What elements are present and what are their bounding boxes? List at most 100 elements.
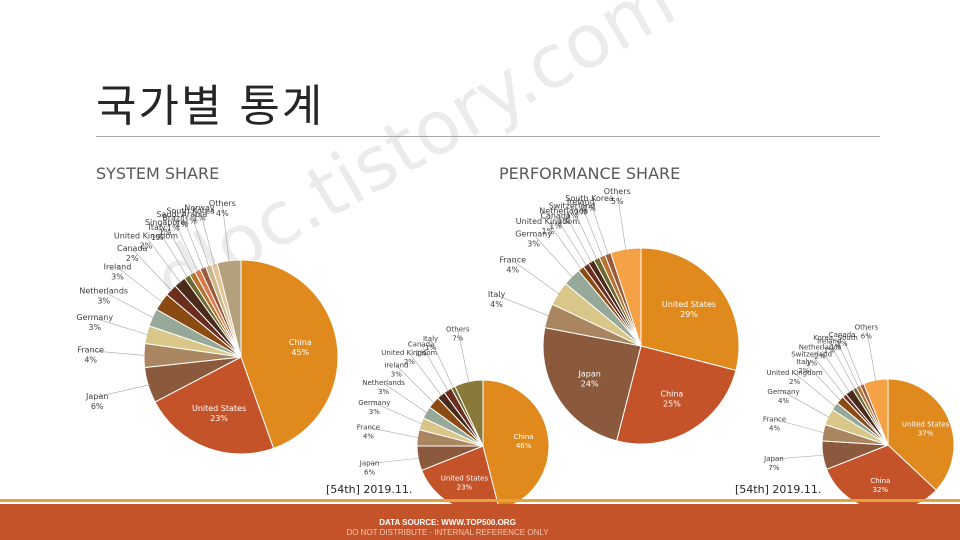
leader-line <box>94 317 149 336</box>
footer-source: DATA SOURCE: WWW.TOP500.ORG <box>379 518 516 527</box>
slice-label: Netherlands 3% <box>79 287 128 306</box>
slice-label: Germany 3% <box>76 313 113 332</box>
slice-label: United Kingdom 2% <box>766 369 822 386</box>
slice-label: China 46% <box>514 433 534 450</box>
pie-slice-united-states <box>154 356 275 455</box>
leader-line <box>132 248 173 292</box>
leader-line <box>430 338 454 389</box>
slice-label: France 4% <box>499 256 526 275</box>
leader-line <box>835 337 859 388</box>
slice-label: China 45% <box>289 338 312 357</box>
slice-label: Others 6% <box>855 324 879 341</box>
slice-label: China 32% <box>870 477 890 494</box>
leader-line <box>117 267 164 304</box>
footer-bar <box>0 504 960 540</box>
leader-line <box>420 344 449 392</box>
slice-label: Korea, South 1% <box>813 334 858 351</box>
leader-line <box>368 427 419 439</box>
slice-label: Japan 6% <box>85 392 108 411</box>
slice-label: Canada 1% <box>829 331 856 348</box>
leader-line <box>181 214 204 270</box>
leader-line <box>156 227 189 279</box>
leader-line <box>145 236 182 284</box>
performance-share-small-pie: United States 37% China 32% Japan 7% France 4% G… <box>763 324 955 512</box>
slice-label: Canada 1% <box>540 211 571 230</box>
slice-label: Canada 2% <box>117 244 148 263</box>
slice-label: Netherlands 2% <box>799 344 842 361</box>
slice-label: France 4% <box>77 346 104 365</box>
footer-note: DO NOT DISTRIBUTE - INTERNAL REFERENCE O… <box>346 528 549 537</box>
performance-share-large-pie: United States 29% China 25% Japan 24% Italy 4% F… <box>488 187 740 445</box>
slice-label: Others 4% <box>209 199 236 218</box>
leader-line <box>794 372 836 408</box>
slide-title: 국가별 통계 <box>96 81 325 132</box>
leader-line <box>841 334 863 386</box>
slice-label: Ireland 3% <box>104 262 132 281</box>
slice-label: Switzerland 1% <box>791 350 832 367</box>
system-date-stamp: [54th] 2019.11. <box>326 483 413 496</box>
leader-line <box>173 218 199 273</box>
leader-line <box>589 198 609 256</box>
performance-date-stamp: [54th] 2019.11. <box>735 483 822 496</box>
slice-label: China 25% <box>660 389 683 408</box>
slice-label: Canada 2% <box>408 340 435 357</box>
slice-label: Netherlands 3% <box>362 379 405 396</box>
leader-line <box>199 208 216 266</box>
leader-line <box>547 221 583 271</box>
slice-label: Ireland 1% <box>567 198 595 217</box>
slice-label: Ireland 1% <box>817 338 841 355</box>
leader-line <box>457 329 470 383</box>
title-divider <box>96 136 880 137</box>
slice-label: Others 5% <box>604 187 631 206</box>
slice-label: Singapore 1% <box>145 218 185 237</box>
slice-label: United Kingdom 2% <box>114 232 178 251</box>
pie-slice-united-states <box>887 378 955 491</box>
leader-line <box>190 211 210 268</box>
slice-label: Brazil 1% <box>162 214 184 233</box>
leader-line <box>409 352 443 397</box>
leader-line <box>369 457 420 464</box>
leader-line <box>616 191 627 252</box>
slice-label: Netherlands 1% <box>539 206 588 225</box>
slice-label: Germany 3% <box>358 399 390 416</box>
slice-label: South Korea 1% <box>565 194 614 213</box>
slice-label: Switzerland 1% <box>549 202 596 221</box>
leader-line <box>90 350 146 356</box>
leader-line <box>803 361 842 401</box>
footer-accent-line <box>0 499 960 502</box>
leader-line <box>783 391 830 418</box>
performance-share-heading: PERFORMANCE SHARE <box>499 164 681 183</box>
system-share-large-pie: China 45% United States 23% Japan 6% France 4% G… <box>76 199 339 455</box>
leader-line <box>97 384 151 398</box>
leader-line <box>563 211 593 264</box>
slice-label: Italy 1% <box>423 335 438 352</box>
slice-label: France 4% <box>763 415 786 432</box>
slice-label: Germany 4% <box>767 388 799 405</box>
pie-slice-japan <box>542 327 642 442</box>
slice-label: Others 7% <box>446 325 470 342</box>
slice-label: Italy 4% <box>488 290 506 309</box>
leader-line <box>396 365 435 404</box>
leader-line <box>383 382 428 414</box>
slice-label: Germany 3% <box>515 230 552 249</box>
slice-label: Italy 2% <box>796 358 811 375</box>
leader-line <box>773 454 825 460</box>
pie-slice-china <box>240 259 339 450</box>
leader-line <box>811 354 846 397</box>
slice-label: United Kingdom 2% <box>381 349 437 366</box>
slice-label: United Kingdom 1% <box>516 217 580 236</box>
slice-label: Saudi Arabia 1% <box>156 210 207 229</box>
leader-line <box>828 341 856 390</box>
leader-line <box>533 234 574 279</box>
slice-label: Japan 6% <box>359 460 380 477</box>
slice-label: France 4% <box>357 424 380 441</box>
slice-label: United States 37% <box>902 421 950 438</box>
slice-label: Japan 7% <box>763 455 784 472</box>
leader-line <box>866 327 877 382</box>
slice-label: United States 29% <box>662 300 716 319</box>
leader-line <box>164 223 194 276</box>
slice-label: South Korea 1% <box>166 206 215 225</box>
slice-label: United States 23% <box>192 404 246 423</box>
leader-line <box>496 294 550 317</box>
leader-line <box>512 260 561 295</box>
